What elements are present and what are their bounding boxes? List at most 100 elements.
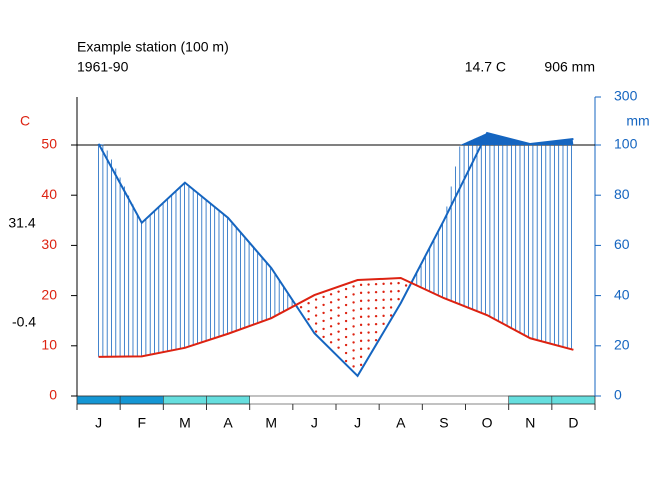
arid-dot xyxy=(352,333,355,336)
arid-dot xyxy=(382,282,385,286)
arid-dot xyxy=(389,298,393,301)
arid-dot xyxy=(397,289,400,293)
arid-dot xyxy=(329,341,333,344)
arid-dot xyxy=(352,317,355,320)
arid-dot xyxy=(352,309,355,312)
arid-dot xyxy=(359,315,363,319)
arid-dot xyxy=(337,346,340,349)
arid-dot xyxy=(314,322,318,325)
arid-dot xyxy=(359,363,363,367)
arid-dot xyxy=(352,341,355,344)
x-tick-label: N xyxy=(525,415,535,431)
arid-dot xyxy=(337,290,340,293)
arid-dot xyxy=(404,284,408,287)
frost-bar xyxy=(206,395,250,405)
y-tick-label: 40 xyxy=(41,186,57,202)
x-tick-label: J xyxy=(311,415,318,431)
y-axis-label: C xyxy=(20,113,30,129)
arid-dot xyxy=(352,301,355,304)
arid-dot xyxy=(307,310,310,313)
arid-dot xyxy=(344,311,348,315)
frost-bar xyxy=(119,395,164,405)
y2-tick-label: 20 xyxy=(614,337,630,353)
arid-dot xyxy=(314,306,318,309)
arid-dot xyxy=(352,285,355,288)
arid-dot xyxy=(382,306,385,310)
frost-bar xyxy=(551,395,596,405)
y-tick-label: 20 xyxy=(41,286,57,302)
arid-dot xyxy=(329,301,333,304)
arid-dot xyxy=(322,327,325,331)
arid-dot xyxy=(359,283,363,287)
arid-dot xyxy=(382,298,385,302)
frost-bar xyxy=(76,395,121,405)
min-temperature-label: -0.4 xyxy=(12,314,36,330)
x-tick-label: M xyxy=(265,415,277,431)
arid-dot xyxy=(329,333,333,336)
chart-title: Example station (100 m) xyxy=(77,39,229,55)
arid-dot xyxy=(314,298,318,301)
arid-dot xyxy=(374,330,378,334)
arid-dot xyxy=(322,319,325,323)
mean-temperature: 14.7 C xyxy=(465,59,506,75)
max-temperature-label: 31.4 xyxy=(8,215,35,231)
frost-bar xyxy=(508,395,553,405)
arid-dot xyxy=(344,335,348,339)
arid-dot xyxy=(359,355,363,359)
arid-dot xyxy=(307,302,310,305)
arid-dot xyxy=(337,298,340,301)
arid-dot xyxy=(337,322,340,325)
arid-dot xyxy=(329,309,333,312)
arid-dot xyxy=(359,331,363,335)
arid-dot xyxy=(352,325,355,328)
arid-dot xyxy=(322,295,325,299)
arid-dot xyxy=(314,314,318,317)
x-tick-label: D xyxy=(568,415,578,431)
arid-dot xyxy=(329,317,333,320)
arid-dot xyxy=(397,281,400,285)
arid-dot xyxy=(344,287,348,291)
y2-axis-label: mm xyxy=(626,113,649,129)
arid-dot xyxy=(337,306,340,309)
arid-dot xyxy=(382,322,385,326)
arid-dot xyxy=(337,314,340,317)
arid-dot xyxy=(389,282,393,285)
arid-dot xyxy=(367,331,370,334)
arid-dot xyxy=(337,330,340,333)
arid-dot xyxy=(382,314,385,318)
chart-subtitle: 1961-90 xyxy=(77,59,129,75)
arid-dot xyxy=(352,293,355,296)
y-tick-label: 0 xyxy=(49,387,57,403)
arid-dot xyxy=(374,298,378,302)
arid-dot xyxy=(344,303,348,307)
y2-tick-label: 0 xyxy=(614,387,622,403)
arid-dot xyxy=(344,295,348,299)
arid-dot xyxy=(367,323,370,326)
x-tick-label: J xyxy=(354,415,361,431)
arid-dot xyxy=(359,299,363,303)
y2-tick-label: 60 xyxy=(614,236,630,252)
arid-dot xyxy=(359,291,363,295)
arid-dot xyxy=(359,339,363,343)
x-tick-label: S xyxy=(439,415,448,431)
arid-dot xyxy=(307,318,310,321)
arid-dot xyxy=(367,291,370,294)
y-tick-label: 30 xyxy=(41,236,57,252)
arid-dot xyxy=(299,306,303,309)
arid-dot xyxy=(344,327,348,331)
y2-tick-label: 100 xyxy=(614,136,638,152)
arid-dot xyxy=(382,290,385,294)
arid-dot xyxy=(359,323,363,327)
y2-tick-label: 40 xyxy=(614,286,630,302)
humid-fill xyxy=(98,133,574,145)
arid-dot xyxy=(374,314,378,318)
arid-dot xyxy=(389,306,393,309)
arid-dot xyxy=(344,343,348,347)
arid-dot xyxy=(374,338,378,342)
arid-dot xyxy=(329,293,333,296)
arid-dot xyxy=(367,299,370,302)
arid-dot xyxy=(374,290,378,294)
arid-dot xyxy=(329,325,333,328)
y-tick-label: 50 xyxy=(41,136,57,152)
